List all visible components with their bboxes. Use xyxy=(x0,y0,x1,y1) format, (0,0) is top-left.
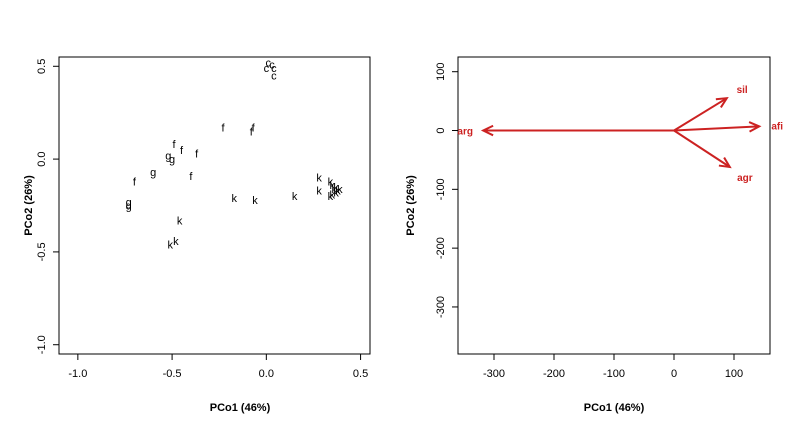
scatter-point: k xyxy=(316,173,322,185)
x-tick-label: -0.5 xyxy=(163,368,182,380)
scatter-point: c xyxy=(264,63,270,75)
loading-arrow xyxy=(673,125,760,132)
plot-frame xyxy=(58,56,371,355)
arrow-head xyxy=(715,96,729,108)
x-tick-label: 0.0 xyxy=(259,368,274,380)
y-tick-label: 0.0 xyxy=(36,151,48,166)
x-tick-label: 0 xyxy=(671,368,677,380)
plot-frame xyxy=(457,56,771,355)
scatter-point: k xyxy=(335,186,341,198)
scatter-point: k xyxy=(328,176,334,188)
scatter-point: f xyxy=(221,123,225,135)
x-tick-label: -300 xyxy=(483,368,505,380)
scatter-point: k xyxy=(316,186,322,198)
y-axis-label: PCo2 (26%) xyxy=(23,175,35,236)
x-tick-label: -1.0 xyxy=(68,368,87,380)
scatter-point: g xyxy=(126,197,132,209)
scatter-panel: -1.0 -0.5 0.0 0.5 -1.0 -0.5 0.0 0.5 PCo1 (46%) PC… xyxy=(23,56,371,414)
scatter-point: c xyxy=(265,58,271,70)
scatter-point: c xyxy=(271,63,277,75)
scatter-point: k xyxy=(333,188,339,200)
x-tick-label: 0.5 xyxy=(353,368,368,380)
x-axis-label: PCo1 (46%) xyxy=(584,402,645,414)
scatter-point: f xyxy=(189,171,193,183)
x-tick-label: -200 xyxy=(543,368,565,380)
y-tick-label: -300 xyxy=(435,296,447,318)
scatter-point: f xyxy=(250,126,254,138)
arrow-head xyxy=(480,124,494,137)
arrow-head xyxy=(748,121,762,133)
scatter-point: f xyxy=(252,123,256,135)
scatter-point: k xyxy=(292,191,298,203)
scatter-point: f xyxy=(180,145,184,157)
scatter-point: c xyxy=(271,71,277,83)
scatter-point: k xyxy=(333,182,339,194)
scatter-point: k xyxy=(328,191,334,203)
arrows-panel: -300 -200 -100 0 100 100 0 -100 -200 -300 PCo1 (46… xyxy=(405,56,783,414)
y-tick-label: 0.5 xyxy=(36,59,48,74)
arrow-label: agr xyxy=(737,173,753,184)
x-tick-label: -100 xyxy=(603,368,625,380)
scatter-point: k xyxy=(252,195,258,207)
y-axis-label: PCo2 (26%) xyxy=(405,175,417,236)
arrow-label: arg xyxy=(457,127,473,138)
arrow-head xyxy=(718,157,732,169)
y-tick-label: 0 xyxy=(435,127,447,133)
scatter-point: k xyxy=(173,236,179,248)
y-tick-label: 100 xyxy=(435,63,447,81)
y-tick-label: -100 xyxy=(435,178,447,200)
scatter-point: k xyxy=(331,184,337,196)
x-tick-label: 100 xyxy=(725,368,743,380)
scatter-point: f xyxy=(172,139,176,151)
scatter-point: g xyxy=(169,154,175,166)
loading-arrow xyxy=(673,97,728,132)
scatter-point: g xyxy=(165,150,171,162)
y-tick-label: -0.5 xyxy=(36,242,48,261)
arrow-label: afi xyxy=(771,122,783,133)
scatter-point: f xyxy=(133,176,137,188)
scatter-point: k xyxy=(337,184,343,196)
scatter-point: c xyxy=(269,59,275,71)
y-tick-label: -200 xyxy=(435,237,447,259)
scatter-point: g xyxy=(150,167,156,179)
scatter-point: k xyxy=(330,180,336,192)
scatter-point: f xyxy=(195,149,199,161)
y-tick-label: -1.0 xyxy=(36,335,48,354)
scatter-point: k xyxy=(167,239,173,251)
scatter-point: k xyxy=(232,193,238,205)
loading-arrow xyxy=(673,129,731,168)
arrow-label: sil xyxy=(737,85,748,96)
scatter-point: g xyxy=(126,201,132,213)
x-axis-label: PCo1 (46%) xyxy=(210,402,271,414)
scatter-point: k xyxy=(330,189,336,201)
scatter-point: k xyxy=(177,215,183,227)
